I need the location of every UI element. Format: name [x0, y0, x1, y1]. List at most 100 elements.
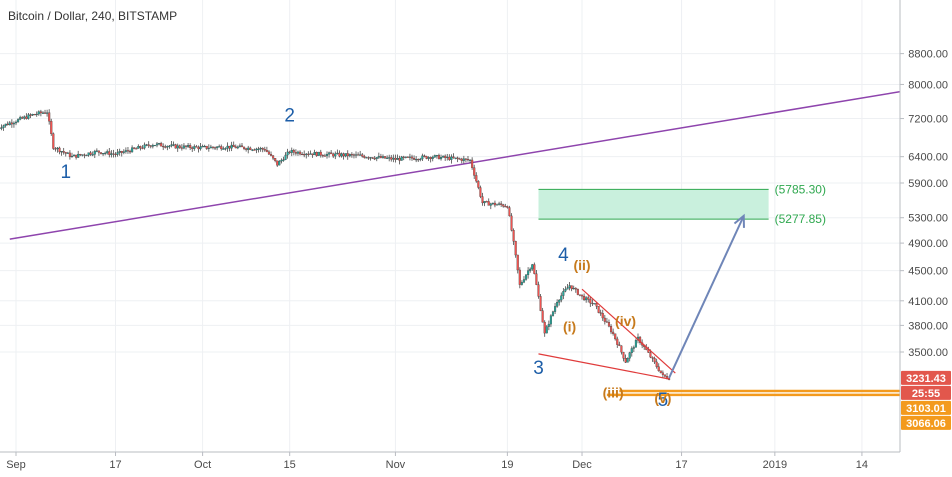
candle-body — [160, 143, 163, 147]
candle — [52, 132, 55, 150]
candle-body — [41, 112, 45, 114]
candle-body — [97, 150, 100, 153]
candle-body — [415, 159, 418, 161]
wave-label-5: 5 — [658, 390, 669, 411]
candle-body — [211, 146, 215, 148]
candle-body — [597, 306, 600, 313]
candle — [568, 281, 571, 291]
candle-body — [365, 157, 368, 159]
candle-body — [531, 264, 534, 270]
candle-body — [8, 122, 11, 126]
candle-body — [166, 146, 169, 148]
time-tick-label: 2019 — [763, 459, 787, 471]
candle — [102, 153, 105, 157]
candle — [487, 198, 490, 206]
candle — [344, 153, 347, 158]
candle — [317, 151, 320, 156]
candle — [661, 370, 664, 378]
candle — [450, 154, 453, 164]
candle — [197, 145, 200, 153]
candle-body — [392, 157, 395, 160]
candle — [191, 146, 194, 152]
candle-body — [359, 154, 362, 156]
candle-body — [444, 155, 447, 158]
price-badge-label: 25:55 — [912, 388, 940, 400]
candle-body — [620, 345, 623, 353]
candle-body — [19, 117, 22, 120]
candle — [529, 267, 532, 273]
candle-body — [381, 156, 385, 158]
candle — [427, 156, 430, 161]
candle-body — [259, 148, 262, 150]
price-badge-label: 3066.06 — [906, 418, 946, 430]
candle-body — [133, 147, 136, 149]
time-axis[interactable]: Sep 17 Oct 15 Nov 19 Dec 17 2019 14 — [0, 451, 952, 477]
candle-body — [651, 356, 654, 359]
candle — [614, 333, 617, 341]
candle — [180, 144, 183, 151]
wedge-line[interactable] — [581, 288, 676, 374]
candle-body — [2, 125, 5, 128]
candle-body — [469, 159, 472, 161]
candle-body — [601, 313, 604, 319]
candle — [43, 109, 47, 114]
candle — [296, 150, 300, 156]
projection-arrow-head[interactable] — [733, 213, 745, 228]
candle — [527, 267, 530, 279]
candle — [626, 357, 629, 363]
candle-body — [400, 156, 403, 161]
candle — [564, 286, 567, 293]
candle — [187, 142, 190, 149]
candle-body — [487, 201, 490, 206]
candle-body — [464, 158, 467, 160]
candle — [597, 306, 600, 314]
candle — [628, 351, 631, 362]
candle — [558, 299, 561, 306]
candle-body — [578, 294, 581, 296]
candle-body — [91, 154, 94, 156]
projection-arrow[interactable] — [668, 213, 745, 379]
candle — [164, 144, 167, 149]
candle-body — [220, 146, 223, 150]
candle — [498, 201, 501, 206]
candle — [315, 151, 318, 157]
candle — [207, 144, 210, 152]
candle — [104, 151, 107, 156]
candle — [433, 154, 436, 158]
support-lines[interactable] — [606, 389, 900, 397]
candle-body — [498, 203, 501, 205]
price-tick-label: 5900.00 — [908, 178, 948, 190]
candle-body — [46, 112, 49, 114]
wave-labels: 1 2 3 4 5 (i) (ii) (iii) (iv) (v) — [60, 106, 671, 412]
candle — [263, 146, 266, 152]
candle-body — [527, 270, 530, 276]
candle — [205, 145, 208, 150]
candle-body — [292, 150, 295, 153]
candle — [471, 157, 474, 170]
candle — [466, 156, 470, 162]
candle-body — [618, 344, 621, 346]
candle-body — [576, 289, 579, 295]
candle-body — [551, 311, 555, 316]
wedge-line[interactable] — [538, 353, 670, 380]
candle-body — [52, 133, 55, 149]
candle-body — [421, 155, 424, 160]
candle — [176, 143, 179, 152]
candle — [93, 149, 96, 159]
candle-body — [433, 155, 436, 158]
candle-body — [131, 147, 134, 153]
wedge-lines[interactable] — [538, 288, 676, 380]
trendline[interactable] — [9, 89, 912, 240]
candle-body — [348, 154, 351, 157]
target-zone-box[interactable] — [538, 189, 769, 220]
candle — [73, 154, 76, 157]
candle-body — [269, 154, 273, 156]
candle — [170, 140, 173, 148]
candle — [464, 158, 467, 163]
candle — [475, 172, 478, 183]
candle — [377, 152, 380, 159]
candle-body — [112, 153, 115, 155]
subwave-label: (iv) — [615, 313, 636, 329]
price-badge-box — [901, 400, 951, 415]
projection-arrow-line[interactable] — [668, 215, 745, 379]
